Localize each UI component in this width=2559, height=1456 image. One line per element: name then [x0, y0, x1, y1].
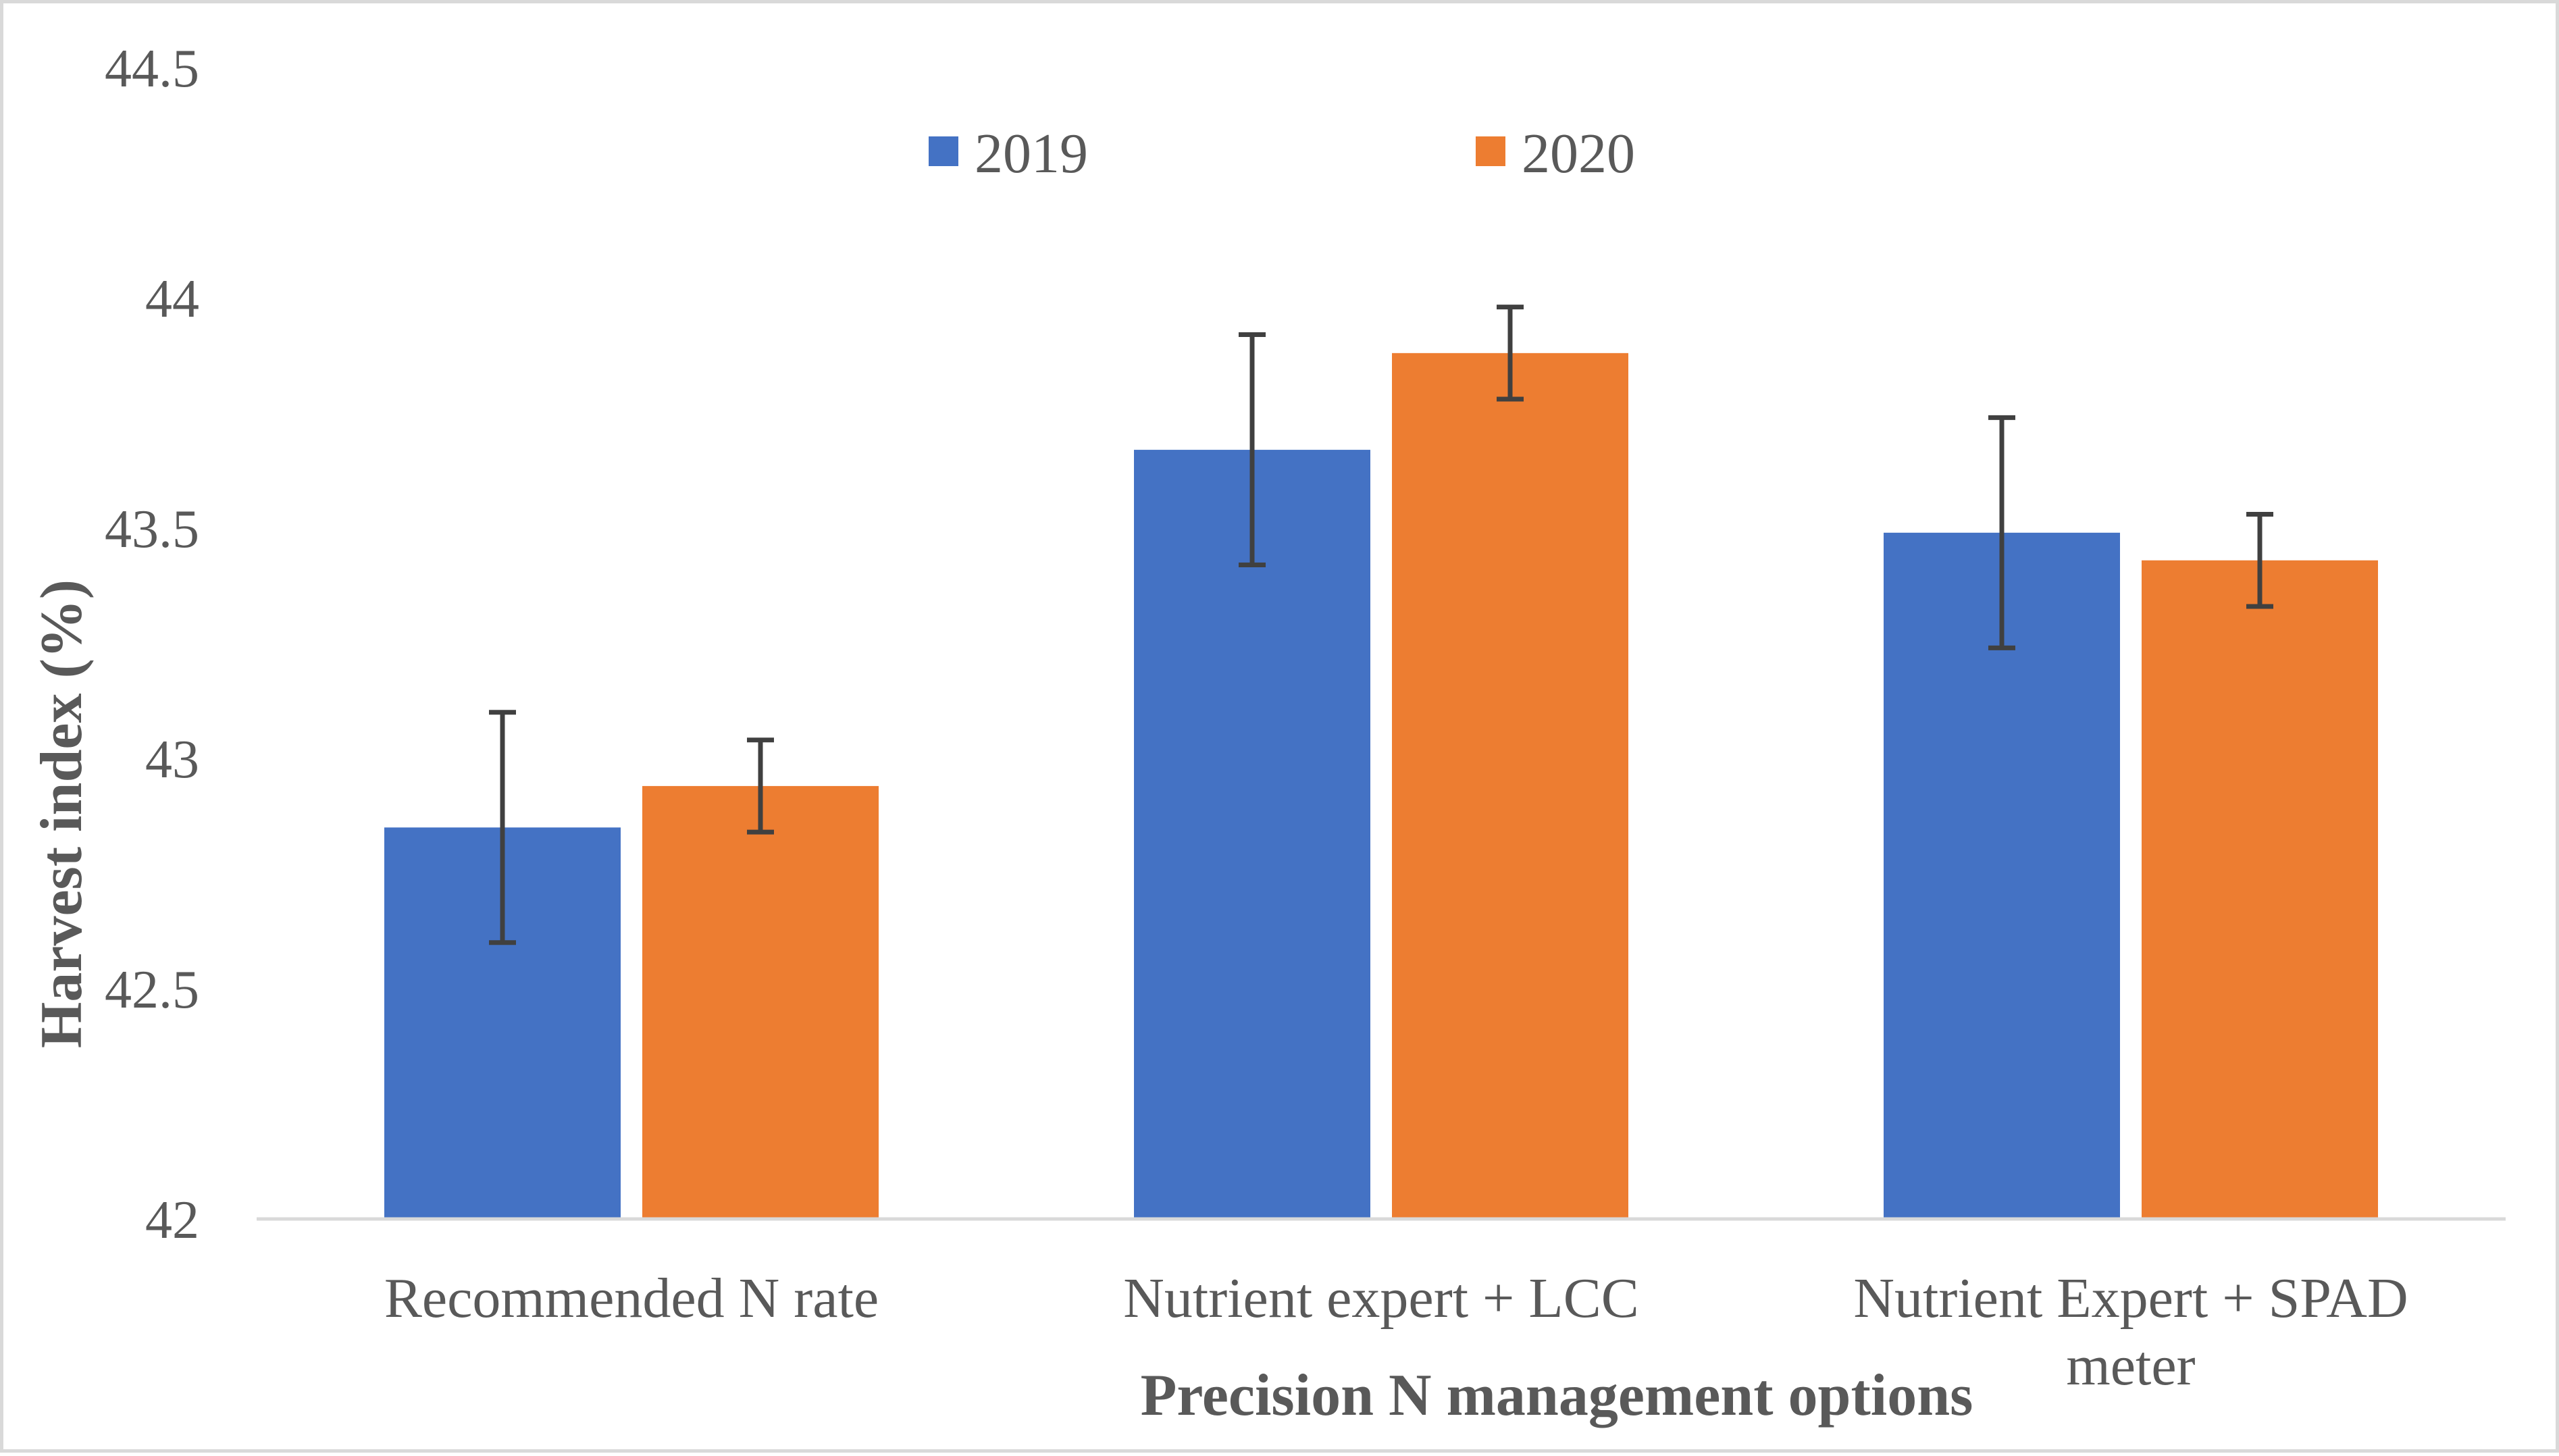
legend: 2019 2020 — [929, 122, 1635, 185]
legend-item-2019: 2019 — [929, 122, 1088, 185]
bar-2019-1 — [1134, 450, 1370, 1219]
error-bar-2019-2 — [1988, 415, 2015, 650]
x-axis-categories: Recommended N rate Nutrient expert + LCC N… — [384, 1267, 2408, 1397]
y-axis-title: Harvest index (%) — [29, 579, 95, 1048]
error-bar-2019-0 — [489, 710, 516, 945]
error-bar-2020-2 — [2246, 512, 2273, 609]
legend-swatch — [929, 136, 958, 166]
y-axis-ticks: 42 42.5 43 43.5 44 44.5 — [105, 39, 199, 1250]
error-bars — [489, 305, 2273, 945]
bar-chart: 42 42.5 43 43.5 44 44.5 Recommended N rate Nut… — [29, 39, 2506, 1428]
legend-label: 2019 — [975, 122, 1088, 185]
bar-series — [384, 353, 2378, 1219]
x-category-label: Nutrient Expert + SPAD — [1853, 1267, 2408, 1330]
y-tick-label: 44 — [145, 269, 199, 329]
error-bar-2020-0 — [747, 737, 774, 835]
y-tick-label: 43 — [145, 730, 199, 789]
y-tick-label: 43.5 — [105, 500, 199, 559]
y-tick-label: 44.5 — [105, 39, 199, 99]
x-category-label: Nutrient expert + LCC — [1123, 1267, 1639, 1330]
legend-item-2020: 2020 — [1476, 122, 1635, 185]
x-category-label: Recommended N rate — [384, 1267, 879, 1330]
x-axis-title: Precision N management options — [1141, 1363, 1973, 1428]
x-category-label: meter — [2066, 1334, 2195, 1397]
y-tick-label: 42 — [145, 1191, 199, 1250]
error-bar-2020-1 — [1497, 305, 1524, 402]
legend-label: 2020 — [1522, 122, 1635, 185]
bar-2020-2 — [2142, 560, 2378, 1219]
bar-2020-0 — [642, 785, 879, 1219]
legend-swatch — [1476, 136, 1505, 166]
y-tick-label: 42.5 — [105, 960, 199, 1020]
error-bar-2019-1 — [1239, 332, 1266, 568]
bar-2020-1 — [1392, 353, 1628, 1219]
